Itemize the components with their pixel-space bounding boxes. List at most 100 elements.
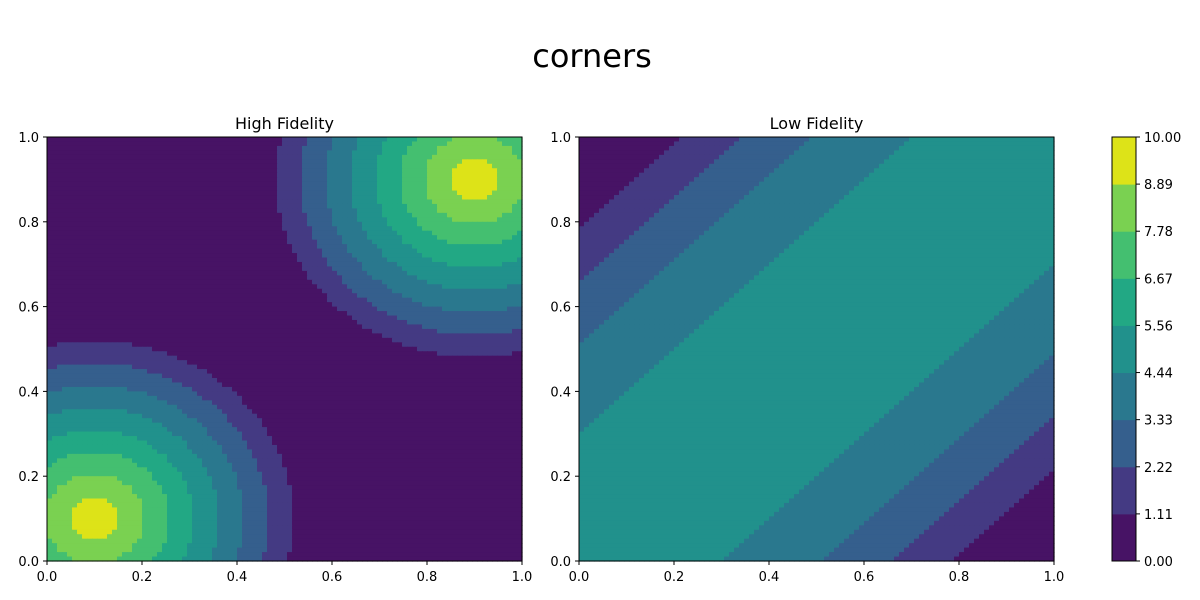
contour-cell <box>462 195 468 200</box>
contour-cell <box>377 173 383 178</box>
contour-cell <box>352 137 358 142</box>
contour-cell <box>57 155 63 160</box>
contour-cell <box>267 324 273 329</box>
contour-cell <box>492 324 498 329</box>
contour-cell <box>312 150 318 155</box>
contour-cell <box>177 204 183 209</box>
contour-cell <box>407 164 413 169</box>
contour-cell <box>197 173 203 178</box>
contour-cell <box>167 329 173 334</box>
contour-cell <box>172 182 178 187</box>
contour-cell <box>362 137 368 142</box>
contour-cell <box>237 137 243 142</box>
contour-cell <box>482 320 488 325</box>
contour-cell <box>282 293 288 298</box>
contour-cell <box>252 168 258 173</box>
contour-cell <box>157 226 163 231</box>
contour-cell <box>147 293 153 298</box>
contour-cell <box>232 199 238 204</box>
contour-cell <box>402 307 408 312</box>
contour-cell <box>162 235 168 240</box>
contour-cell <box>362 365 368 370</box>
contour-cell <box>402 244 408 249</box>
contour-cell <box>397 141 403 146</box>
contour-cell <box>192 320 198 325</box>
contour-cell <box>307 226 313 231</box>
contour-cell <box>132 253 138 258</box>
contour-cell <box>327 222 333 227</box>
contour-cell <box>97 369 103 374</box>
contour-cell <box>307 182 313 187</box>
contour-cell <box>82 266 88 271</box>
contour-cell <box>167 208 173 213</box>
contour-cell <box>447 338 453 343</box>
contour-cell <box>52 249 58 254</box>
contour-cell <box>197 141 203 146</box>
contour-cell <box>107 280 113 285</box>
contour-cell <box>187 249 193 254</box>
contour-cell <box>192 244 198 249</box>
contour-cell <box>347 333 353 338</box>
contour-cell <box>302 195 308 200</box>
contour-cell <box>317 217 323 222</box>
contour-cell <box>247 275 253 280</box>
contour-cell <box>132 333 138 338</box>
contour-cell <box>462 360 468 365</box>
contour-cell <box>392 222 398 227</box>
contour-cell <box>432 235 438 240</box>
contour-cell <box>262 275 268 280</box>
contour-cell <box>377 191 383 196</box>
contour-cell <box>432 217 438 222</box>
contour-cell <box>357 164 363 169</box>
contour-cell <box>367 333 373 338</box>
contour-cell <box>322 338 328 343</box>
contour-cell <box>232 213 238 218</box>
contour-cell <box>162 182 168 187</box>
contour-cell <box>237 365 243 370</box>
contour-cell <box>77 298 83 303</box>
contour-cell <box>407 217 413 222</box>
contour-cell <box>402 329 408 334</box>
contour-cell <box>282 240 288 245</box>
contour-cell <box>422 173 428 178</box>
contour-cell <box>202 186 208 191</box>
contour-cell <box>417 293 423 298</box>
contour-cell <box>47 316 53 321</box>
contour-cell <box>102 316 108 321</box>
contour-cell <box>217 244 223 249</box>
contour-cell <box>467 186 473 191</box>
contour-cell <box>437 213 443 218</box>
contour-cell <box>477 204 483 209</box>
contour-cell <box>72 275 78 280</box>
contour-cell <box>477 191 483 196</box>
contour-cell <box>77 275 83 280</box>
contour-cell <box>377 280 383 285</box>
contour-cell <box>272 329 278 334</box>
contour-cell <box>177 177 183 182</box>
contour-cell <box>197 195 203 200</box>
contour-cell <box>127 141 133 146</box>
contour-cell <box>317 146 323 151</box>
contour-cell <box>497 217 503 222</box>
contour-cell <box>157 235 163 240</box>
contour-cell <box>82 356 88 361</box>
contour-cell <box>287 316 293 321</box>
contour-cell <box>302 280 308 285</box>
contour-cell <box>462 217 468 222</box>
contour-cell <box>272 365 278 370</box>
contour-cell <box>337 347 343 352</box>
contour-cell <box>457 182 463 187</box>
contour-cell <box>207 213 213 218</box>
contour-cell <box>117 240 123 245</box>
contour-cell <box>172 284 178 289</box>
contour-cell <box>267 284 273 289</box>
contour-cell <box>77 293 83 298</box>
contour-cell <box>362 155 368 160</box>
contour-cell <box>342 155 348 160</box>
contour-cell <box>202 342 208 347</box>
contour-cell <box>472 191 478 196</box>
contour-cell <box>142 266 148 271</box>
contour-cell <box>227 231 233 236</box>
contour-cell <box>332 222 338 227</box>
contour-cell <box>172 235 178 240</box>
